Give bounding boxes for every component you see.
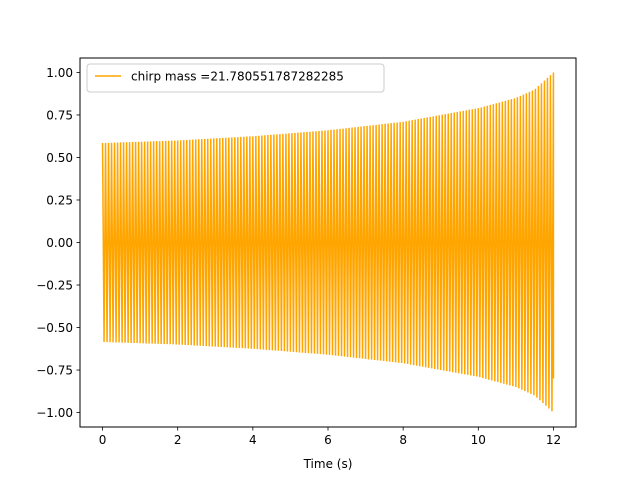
x-tick-label: 2	[174, 433, 182, 447]
chirp-series-line	[101, 72, 555, 412]
y-tick-label: 0.50	[46, 151, 73, 165]
y-tick-label: −1.00	[36, 406, 73, 420]
y-tick-label: −0.75	[36, 363, 73, 377]
y-tick-label: 0.00	[46, 236, 73, 250]
legend: chirp mass =21.780551787282285	[86, 63, 385, 93]
x-axis: 0 2 4 6 8 10 12	[99, 427, 561, 447]
x-tick-label: 4	[249, 433, 257, 447]
x-tick-label: 10	[471, 433, 486, 447]
y-tick-label: 0.25	[46, 193, 73, 207]
y-tick-label: 1.00	[46, 66, 73, 80]
x-tick-label: 0	[99, 433, 107, 447]
x-tick-label: 8	[399, 433, 407, 447]
x-axis-label: Time (s)	[303, 457, 353, 471]
x-tick-label: 6	[324, 433, 332, 447]
series-group	[101, 72, 555, 412]
legend-box	[86, 63, 385, 93]
plot-area	[101, 72, 555, 412]
legend-entry-label: chirp mass =21.780551787282285	[131, 70, 344, 84]
y-tick-label: −0.50	[36, 321, 73, 335]
x-tick-label: 12	[546, 433, 561, 447]
y-axis: −1.00 −0.75 −0.50 −0.25 0.00 0.25 0.50 0.75 1.00	[36, 66, 80, 420]
y-tick-label: 0.75	[46, 108, 73, 122]
y-tick-label: −0.25	[36, 278, 73, 292]
